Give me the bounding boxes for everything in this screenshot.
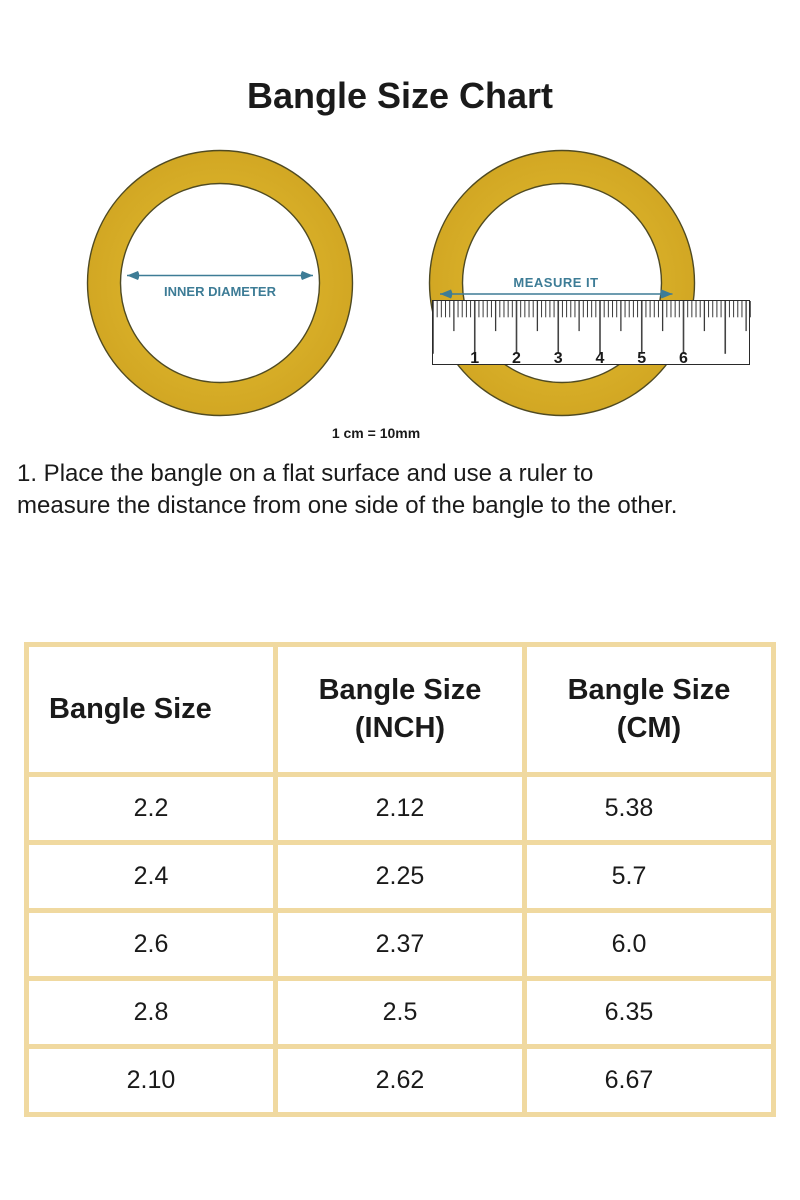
svg-text:MEASURE IT: MEASURE IT <box>513 275 598 290</box>
svg-text:5: 5 <box>637 350 646 366</box>
svg-text:2: 2 <box>512 350 521 366</box>
svg-text:1: 1 <box>470 350 479 366</box>
svg-text:6: 6 <box>679 350 688 366</box>
svg-text:3: 3 <box>554 350 563 366</box>
svg-text:INNER DIAMETER: INNER DIAMETER <box>164 284 277 299</box>
svg-text:4: 4 <box>596 350 605 366</box>
